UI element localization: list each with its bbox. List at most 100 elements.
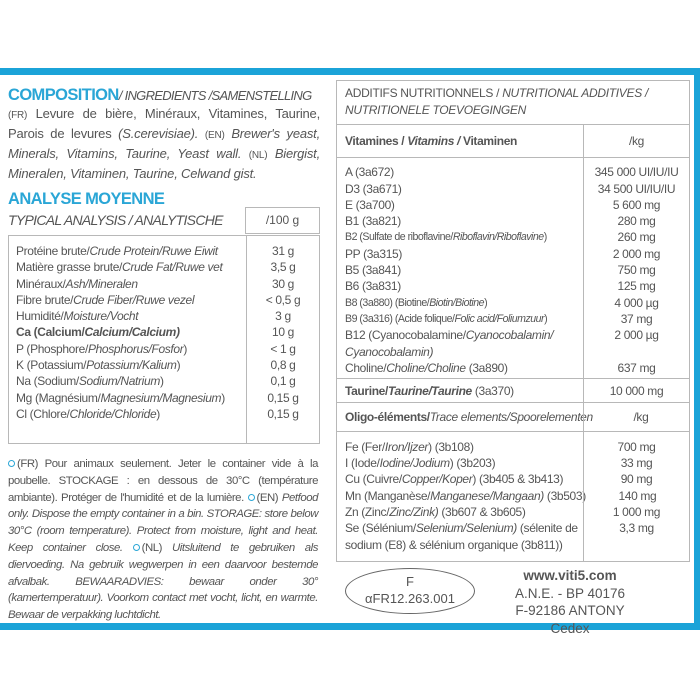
label-code: (3a890)	[465, 360, 508, 375]
label-en-nl: Ash/Mineralen	[65, 276, 139, 291]
label-fr: Choline/	[345, 360, 387, 375]
row-label: Minéraux/Ash/Mineralen	[16, 276, 247, 292]
row-value: 3,5 g	[270, 260, 296, 275]
row-value: 125 mg	[617, 279, 656, 294]
row-value: 33 mg	[620, 456, 653, 471]
row-label: P (Phosphore/Phosphorus/Fosfor)	[16, 341, 247, 357]
row-label: Taurine/Taurine/Taurine (3a370)	[345, 383, 584, 399]
row-label: Na (Sodium/Sodium/Natrium)	[16, 373, 247, 389]
label-en-nl: Phosphorus/Fosfor	[87, 341, 184, 356]
trace-elements-header: Oligo-éléments/Trace elements/Spooreleme…	[345, 409, 689, 425]
row-value: 0,15 g	[267, 390, 299, 405]
table-row: B12 (Cyanocobalamine/Cyanocobalamin/2 00…	[345, 327, 689, 343]
approval-country: F	[406, 574, 414, 589]
row-label: sodium (E8) & sélénium organique (3b811)…	[345, 537, 584, 553]
website-link[interactable]: www.viti5.com	[523, 568, 617, 583]
label-fr: Matière grasse brute/	[16, 260, 123, 275]
row-label: Protéine brute/Crude Protein/Ruwe Eiwit	[16, 243, 247, 259]
lang-tag: (FR)	[8, 110, 28, 121]
label-en-nl: Manganese/Mangaan)	[430, 488, 544, 503]
label-code: )	[183, 341, 188, 356]
table-row: Cyanocobalamin)	[345, 344, 689, 360]
row-value	[584, 537, 689, 553]
row-label: B2 (Sulfate de riboflavine/Riboflavin/Ri…	[345, 229, 584, 245]
row-label: K (Potassium/Potassium/Kalium)	[16, 357, 247, 373]
row-value: 10 000 mg	[609, 384, 664, 399]
table-row: Na (Sodium/Sodium/Natrium) 0,1 g	[16, 373, 319, 389]
composition-subtitle: / INGREDIENTS /SAMENSTELLING	[118, 88, 312, 103]
label-en-nl: Iodine/Jodium	[379, 456, 451, 471]
row-value: 3,3 mg	[619, 521, 654, 536]
row-value: 34 500 UI/IU/IU	[597, 181, 676, 196]
row-label: B8 (3a880) (Biotine/Biotin/Biotine)	[345, 295, 584, 311]
table-row: Ca (Calcium/Calcium/Calcium) 10 g	[16, 324, 319, 340]
note-nl: Uitsluitend te gebruiken als diervoeding…	[8, 541, 319, 622]
ingredients-en: Brewer's yeast, Minerals, Vitamins, Taur…	[8, 126, 320, 161]
label-code: ) (3b405 & 3b413)	[472, 472, 564, 487]
row-value: < 1 g	[270, 341, 296, 356]
label-en-nl: Taurine/Taurine	[388, 384, 472, 399]
row-label: Mg (Magnésium/Magnesium/Magnesium)	[16, 390, 247, 406]
title-fr: ADDITIFS NUTRITIONNELS /	[345, 86, 503, 100]
frame-border-bottom	[0, 623, 700, 630]
composition-title: COMPOSITION	[8, 86, 119, 104]
row-label: B6 (3a831)	[345, 278, 584, 294]
row-value: 2 000 µg	[614, 328, 659, 343]
title-en-nl: NUTRITIONAL ADDITIVES / NUTRITIONELE TOE…	[345, 86, 648, 117]
row-label: Zn (Zinc/Zinc/Zink) (3b607 & 3b605)	[345, 504, 584, 520]
vitamins-header: Vitamines / Vitamins / Vitaminen /kg	[337, 125, 689, 159]
table-row: K (Potassium/Potassium/Kalium) 0,8 g	[16, 357, 319, 373]
label-en-nl: Riboflavin/Riboflavine	[452, 231, 544, 244]
label-en-nl: Crude Protein/Ruwe Eiwit	[89, 244, 218, 258]
label-fr: Fibre brute/	[16, 292, 74, 307]
label-en-nl: Copper/Koper	[401, 472, 473, 487]
label-fr: PP (3a315)	[345, 246, 402, 261]
row-label: Cu (Cuivre/Copper/Koper) (3b405 & 3b413)	[345, 471, 584, 487]
row-value: 31 g	[272, 244, 294, 258]
label-fr: B5 (3a841)	[345, 263, 401, 278]
analysis-subtitle: TYPICAL ANALYSIS / ANALYTISCHE	[8, 212, 223, 228]
frame-border-top	[0, 68, 700, 75]
row-label: Fibre brute/Crude Fiber/Ruwe vezel	[16, 292, 247, 308]
row-value: 700 mg	[617, 439, 656, 454]
label-code: (sélenite de	[516, 521, 578, 536]
row-label: E (3a700)	[345, 197, 584, 213]
row-label: Humidité/Moisture/Vocht	[16, 308, 247, 324]
table-row: Fe (Fer/Iron/Ijzer) (3b108) 700 mg	[345, 439, 689, 455]
label-en-nl: Sodium/Natrium	[78, 374, 160, 389]
label-en-nl: Cyanocobalamin/	[465, 328, 554, 343]
header-fr: Vitamines /	[345, 134, 408, 148]
label-fr: E (3a700)	[345, 197, 395, 212]
row-value: 90 mg	[620, 472, 653, 487]
row-label: B5 (3a841)	[345, 262, 584, 278]
table-row: B1 (3a821) 280 mg	[345, 213, 689, 229]
row-value: 4 000 µg	[614, 295, 659, 310]
row-label: B9 (3a316) (Acide folique/Folic acid/Fol…	[345, 311, 584, 327]
row-label: I (Iode/Iodine/Jodium) (3b203)	[345, 455, 584, 471]
row-value: 260 mg	[617, 230, 656, 245]
bullet-icon	[8, 460, 15, 468]
row-value: 280 mg	[617, 214, 656, 229]
row-value: 0,8 g	[270, 358, 296, 373]
row-value: 10 g	[272, 325, 294, 340]
analysis-title: ANALYSE MOYENNE	[8, 190, 165, 208]
row-label: PP (3a315)	[345, 246, 584, 262]
lang-tag: (NL)	[248, 150, 268, 161]
row-label: Ca (Calcium/Calcium/Calcium)	[16, 324, 247, 340]
row-value: 2 000 mg	[612, 246, 661, 261]
table-row: B2 (Sulfate de riboflavine/Riboflavin/Ri…	[345, 229, 689, 245]
address-line: A.N.E. - BP 40176	[514, 585, 626, 601]
species: (S.cerevisiae).	[118, 126, 199, 141]
row-value: 0,15 g	[267, 406, 299, 421]
label-code: )	[156, 406, 160, 421]
label-fr: Minéraux/	[16, 276, 66, 291]
table-row: B5 (3a841) 750 mg	[345, 262, 689, 278]
row-value: 140 mg	[618, 488, 657, 503]
lang-tag: (EN)	[204, 130, 225, 141]
table-row: PP (3a315) 2 000 mg	[345, 246, 689, 262]
table-row: P (Phosphore/Phosphorus/Fosfor) < 1 g	[16, 341, 319, 357]
note-fr: (FR) Pour animaux seulement. Jeter le co…	[8, 458, 318, 504]
bullet-icon	[132, 544, 140, 552]
label-code: ) (3b108)	[428, 439, 474, 454]
table-row: I (Iode/Iodine/Jodium) (3b203) 33 mg	[345, 455, 689, 471]
